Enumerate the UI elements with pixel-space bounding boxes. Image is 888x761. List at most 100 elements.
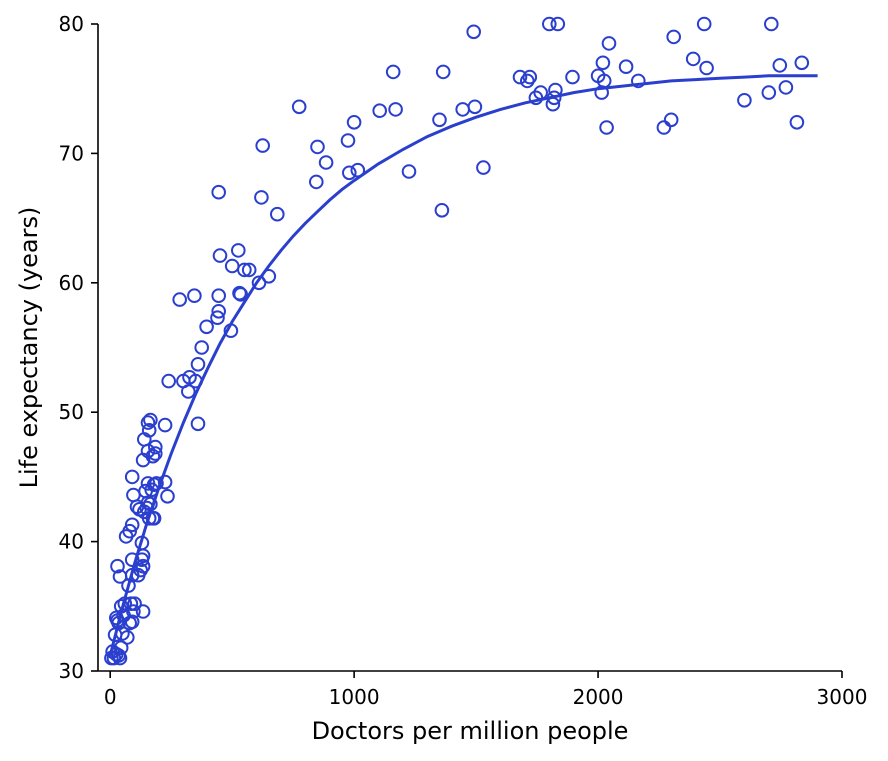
x-tick-label: 3000 bbox=[817, 685, 868, 709]
data-point bbox=[122, 523, 137, 539]
data-point bbox=[124, 614, 140, 630]
data-point bbox=[135, 604, 151, 619]
data-point bbox=[182, 370, 197, 385]
data-point bbox=[542, 16, 557, 32]
data-point bbox=[124, 517, 140, 533]
data-point bbox=[231, 243, 246, 258]
x-tick-label: 1000 bbox=[329, 685, 380, 709]
data-point bbox=[112, 650, 128, 666]
data-point bbox=[146, 511, 162, 526]
y-axis-label: Life expectancy (years) bbox=[15, 207, 43, 489]
data-point bbox=[212, 248, 228, 263]
data-point bbox=[146, 477, 162, 493]
data-point bbox=[270, 206, 285, 222]
data-point bbox=[232, 285, 247, 301]
data-point bbox=[546, 90, 562, 106]
data-point bbox=[110, 558, 125, 574]
data-point bbox=[342, 165, 357, 181]
data-point bbox=[241, 262, 257, 278]
data-point bbox=[210, 310, 225, 326]
data-point bbox=[117, 596, 133, 612]
data-point bbox=[254, 190, 269, 205]
data-point bbox=[512, 69, 528, 85]
data-point bbox=[160, 489, 175, 504]
data-point bbox=[143, 496, 158, 512]
data-point bbox=[233, 287, 248, 302]
data-point bbox=[223, 323, 239, 339]
y-tick-label: 50 bbox=[59, 400, 84, 424]
data-point bbox=[476, 160, 491, 175]
data-point bbox=[761, 85, 777, 100]
data-point bbox=[545, 96, 561, 112]
data-point bbox=[350, 162, 366, 178]
data-point bbox=[372, 103, 388, 118]
data-point bbox=[161, 373, 176, 389]
data-point bbox=[127, 596, 142, 612]
data-point bbox=[194, 340, 209, 355]
data-point bbox=[340, 133, 356, 148]
y-tick-label: 70 bbox=[59, 141, 84, 165]
fit-curve bbox=[108, 74, 818, 656]
data-point bbox=[778, 80, 794, 95]
data-point bbox=[565, 69, 580, 85]
axes: 0 1000 2000 3000 30 40 50 60 70 80 bbox=[59, 12, 868, 709]
data-point bbox=[388, 102, 403, 117]
data-point bbox=[685, 51, 701, 67]
data-point bbox=[533, 85, 549, 100]
data-point bbox=[157, 417, 173, 433]
data-point bbox=[596, 73, 612, 89]
data-point bbox=[772, 58, 788, 73]
y-tick-label: 30 bbox=[59, 659, 84, 683]
data-point bbox=[522, 69, 538, 85]
data-point bbox=[550, 16, 566, 32]
data-point bbox=[148, 446, 163, 461]
data-point bbox=[466, 24, 482, 40]
data-point bbox=[224, 258, 240, 274]
data-point bbox=[135, 558, 151, 574]
data-point bbox=[172, 292, 187, 307]
data-point bbox=[140, 476, 156, 491]
x-tick-label: 0 bbox=[104, 685, 117, 709]
data-point bbox=[346, 115, 362, 130]
data-point bbox=[666, 29, 682, 45]
data-point bbox=[631, 73, 646, 89]
data-point bbox=[141, 423, 157, 438]
data-point bbox=[141, 511, 157, 526]
data-point bbox=[618, 59, 634, 74]
data-point bbox=[124, 469, 140, 485]
data-point bbox=[595, 55, 611, 71]
data-point bbox=[548, 82, 563, 98]
y-tick-label: 40 bbox=[59, 530, 84, 554]
data-point bbox=[123, 596, 139, 612]
data-point bbox=[794, 55, 810, 71]
data-point bbox=[309, 174, 324, 190]
data-point bbox=[656, 120, 672, 135]
x-tick-label: 2000 bbox=[573, 685, 624, 709]
data-point bbox=[291, 99, 307, 115]
data-point bbox=[764, 16, 779, 32]
data-point bbox=[385, 64, 401, 80]
data-point bbox=[737, 93, 752, 108]
data-point bbox=[601, 36, 617, 51]
data-point bbox=[663, 112, 679, 128]
data-point bbox=[696, 16, 712, 32]
data-point bbox=[211, 304, 226, 319]
data-point bbox=[401, 164, 417, 179]
data-point bbox=[211, 288, 226, 304]
data-point bbox=[434, 203, 450, 218]
data-point bbox=[113, 599, 129, 614]
data-point bbox=[467, 99, 483, 115]
data-point bbox=[187, 288, 202, 304]
data-point bbox=[126, 604, 141, 619]
plot-area bbox=[104, 16, 818, 666]
data-point bbox=[199, 319, 214, 335]
data-point bbox=[120, 630, 135, 645]
y-tick-label: 60 bbox=[59, 271, 84, 295]
data-point bbox=[190, 357, 206, 372]
data-point bbox=[143, 412, 158, 428]
data-point bbox=[789, 115, 805, 130]
data-point bbox=[432, 112, 447, 128]
data-point bbox=[435, 64, 451, 80]
